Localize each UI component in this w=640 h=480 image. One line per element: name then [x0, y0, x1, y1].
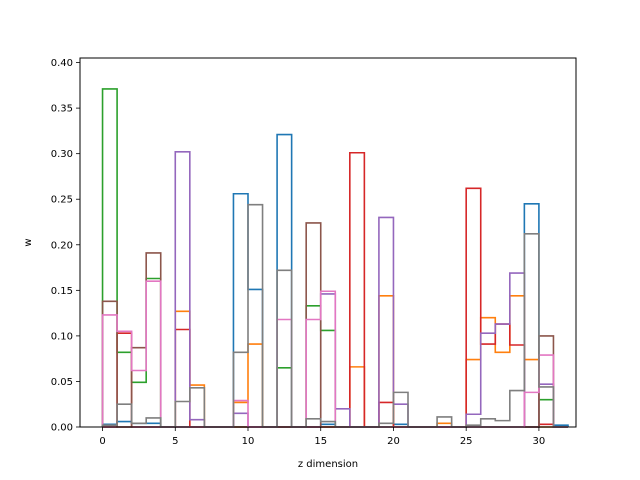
y-tick-label: 0.40 — [51, 58, 73, 69]
series-layer — [101, 88, 569, 428]
x-axis: 0 5 10 15 20 25 30 — [99, 427, 545, 447]
y-tick-label: 0.10 — [51, 331, 73, 342]
x-tick-label: 5 — [172, 436, 178, 447]
y-tick-label: 0.35 — [51, 104, 73, 115]
x-tick-label: 0 — [99, 436, 105, 447]
y-tick-label: 0.20 — [51, 240, 73, 251]
y-tick-label: 0.00 — [51, 423, 73, 434]
y-tick-label: 0.05 — [51, 377, 73, 388]
y-axis-label: w — [23, 238, 34, 246]
x-tick-label: 10 — [242, 436, 255, 447]
x-tick-label: 20 — [387, 436, 400, 447]
y-tick-label: 0.15 — [51, 286, 73, 297]
x-tick-label: 25 — [460, 436, 473, 447]
x-tick-label: 30 — [533, 436, 546, 447]
y-axis: 0.00 0.05 0.10 0.15 0.20 0.25 0.30 0.35 0.40 — [51, 58, 80, 434]
x-tick-label: 15 — [314, 436, 327, 447]
y-tick-label: 0.25 — [51, 195, 73, 206]
plot-area-frame — [79, 57, 577, 428]
y-tick-label: 0.30 — [51, 149, 73, 160]
histogram-series-7 — [101, 280, 568, 428]
x-axis-label: z dimension — [298, 459, 358, 470]
